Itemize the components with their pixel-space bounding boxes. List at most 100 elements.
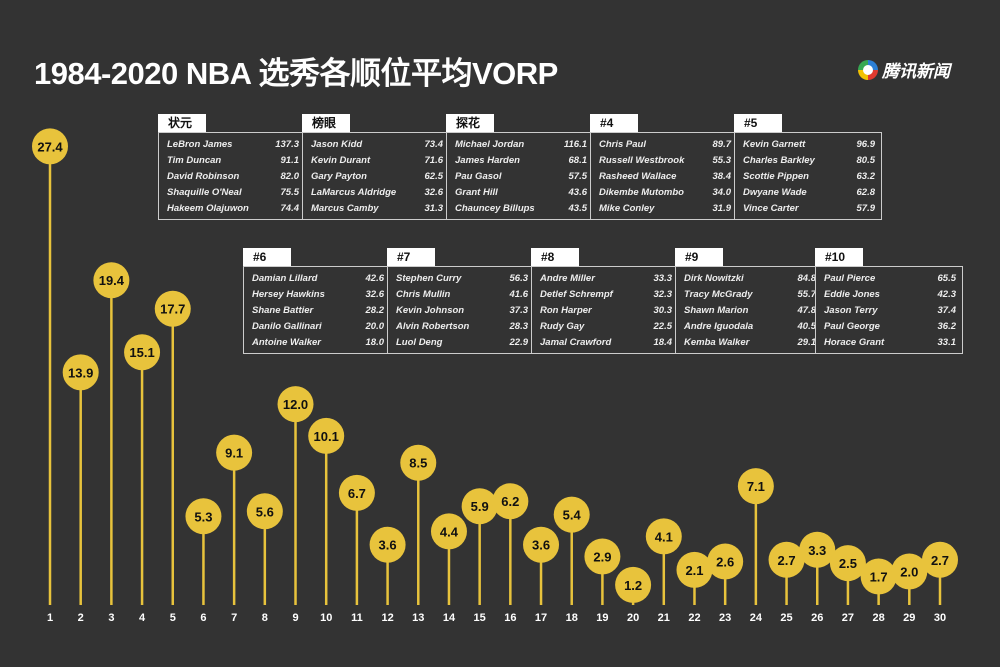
player-name: Tim Duncan [167,155,222,166]
player-vorp: 96.9 [856,139,876,150]
player-row: Detlef Schrempf 32.3 [532,287,678,303]
player-row: Shawn Marion 47.8 [676,303,822,319]
data-label: 5.4 [563,508,582,523]
lollipop-point [124,334,161,371]
player-name: Chris Paul [599,139,646,150]
pick-table-body: Michael Jordan 116.1 James Harden 68.1 Pau G… [446,132,594,220]
lollipop-point [829,545,866,582]
player-name: Damian Lillard [252,273,318,284]
player-row: Kevin Johnson 37.3 [388,303,534,319]
player-row: Pau Gasol 57.5 [447,169,593,185]
data-label: 2.7 [778,553,796,568]
player-vorp: 89.7 [712,139,732,150]
player-vorp: 29.1 [797,337,817,348]
data-label: 12.0 [283,397,308,412]
player-row: Horace Grant 33.1 [816,335,962,351]
player-row: Danilo Gallinari 20.0 [244,319,390,335]
lollipop-point [93,262,130,299]
player-name: Hakeem Olajuwon [167,203,249,214]
player-name: Dirk Nowitzki [684,273,744,284]
lollipop-point [860,558,897,595]
x-tick-label: 11 [351,612,363,624]
lollipop-point [308,417,345,454]
player-row: Charles Barkley 80.5 [735,153,881,169]
pick-table-body: Stephen Curry 56.3 Chris Mullin 41.6 Kevin J… [387,266,535,354]
player-row: Paul Pierce 65.5 [816,271,962,287]
lollipop-point [62,354,99,391]
x-tick-label: 22 [688,612,700,624]
lollipop-point [707,543,744,580]
x-tick-label: 19 [596,612,608,624]
player-row: Chauncey Billups 43.5 [447,201,593,217]
player-vorp: 36.2 [937,321,957,332]
player-row: Rasheed Wallace 38.4 [591,169,737,185]
player-name: Shaquille O'Neal [167,187,242,198]
lollipop-point [584,538,621,575]
x-tick-label: 14 [443,612,456,624]
player-vorp: 33.1 [937,337,957,348]
player-vorp: 30.3 [653,305,673,316]
player-name: Detlef Schrempf [540,289,613,300]
player-name: Hersey Hawkins [252,289,325,300]
x-tick-label: 10 [320,612,332,624]
player-vorp: 37.3 [509,305,529,316]
lollipop-point [461,488,498,525]
player-row: Dirk Nowitzki 84.8 [676,271,822,287]
data-label: 3.6 [532,538,550,553]
x-tick-label: 30 [934,612,946,624]
player-row: Luol Deng 22.9 [388,335,534,351]
player-row: Chris Paul 89.7 [591,137,737,153]
player-name: Paul Pierce [824,273,876,284]
player-row: Mike Conley 31.9 [591,201,737,217]
x-tick-label: 17 [535,612,547,624]
player-name: Grant Hill [455,187,498,198]
player-row: Alvin Robertson 28.3 [388,319,534,335]
player-vorp: 68.1 [568,155,588,166]
player-name: Pau Gasol [455,171,502,182]
player-vorp: 32.3 [653,289,673,300]
lollipop-point [615,566,652,603]
x-tick-label: 8 [262,612,268,624]
player-name: Dikembe Mutombo [599,187,684,198]
player-vorp: 22.5 [653,321,673,332]
player-name: Andre Iguodala [684,321,754,332]
data-label: 3.3 [808,543,826,558]
player-row: Dwyane Wade 62.8 [735,185,881,201]
tencent-news-logo-icon [858,59,878,80]
player-name: Danilo Gallinari [252,321,322,332]
player-name: Mike Conley [599,203,655,214]
lollipop-point [799,531,836,568]
player-vorp: 37.4 [937,305,957,316]
player-name: Rasheed Wallace [599,171,677,182]
player-vorp: 91.1 [280,155,300,166]
player-vorp: 116.1 [563,139,587,150]
data-label: 1.2 [624,578,642,593]
lollipop-point [768,541,805,578]
data-label: 4.4 [440,524,459,539]
player-row: Ron Harper 30.3 [532,303,678,319]
player-row: Tim Duncan 91.1 [159,153,305,169]
lollipop-point [553,496,590,533]
player-name: Kemba Walker [684,337,750,348]
player-row: Andre Miller 33.3 [532,271,678,287]
lollipop-point [216,434,253,471]
player-vorp: 71.6 [424,155,444,166]
data-label: 4.1 [655,529,673,544]
x-tick-label: 12 [381,612,393,624]
player-row: Chris Mullin 41.6 [388,287,534,303]
pick-table-label: #5 [734,114,782,132]
player-vorp: 22.9 [509,337,529,348]
logo: 腾讯新闻 [858,57,950,82]
pick-table-body: LeBron James 137.3 Tim Duncan 91.1 David Rob… [158,132,306,220]
player-vorp: 57.5 [568,171,588,182]
player-vorp: 42.6 [365,273,385,284]
player-row: Jamal Crawford 18.4 [532,335,678,351]
player-row: Andre Iguodala 40.5 [676,319,822,335]
x-tick-label: 29 [903,612,915,624]
pick-table-label: 探花 [446,114,494,132]
player-vorp: 41.6 [509,289,529,300]
player-vorp: 32.6 [365,289,385,300]
player-name: Jamal Crawford [540,337,612,348]
x-tick-label: 13 [412,612,424,624]
